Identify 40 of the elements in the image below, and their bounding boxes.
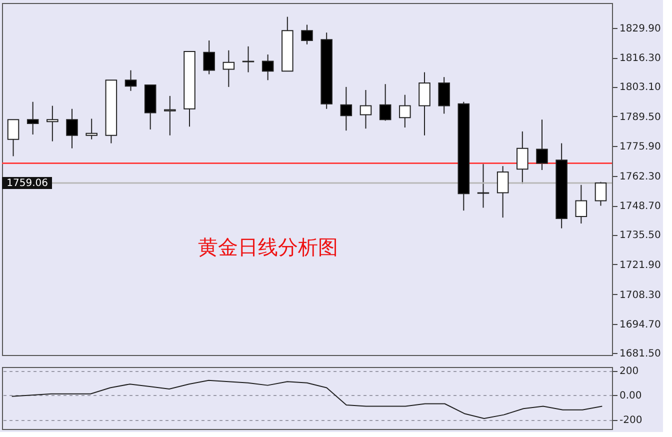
candlestick bbox=[7, 119, 20, 157]
candlestick bbox=[26, 101, 39, 136]
y-tick-label: 1775.90 bbox=[620, 142, 661, 153]
candlestick bbox=[46, 105, 58, 142]
y-tick-label: -200 bbox=[620, 415, 642, 426]
candlestick bbox=[222, 50, 235, 88]
ref-line-label: 1759.06 bbox=[6, 178, 48, 190]
candlestick bbox=[438, 76, 450, 114]
candlestick bbox=[340, 86, 352, 132]
candlestick bbox=[379, 84, 392, 122]
y-tick-label: 1803.10 bbox=[620, 82, 661, 94]
y-tick-label: 200 bbox=[620, 366, 639, 378]
y-tick-label: 1721.90 bbox=[620, 260, 661, 271]
line-series bbox=[11, 380, 603, 419]
candlestick bbox=[360, 90, 372, 130]
candlestick bbox=[86, 118, 98, 140]
candlestick bbox=[262, 54, 274, 81]
y-tick-label: 1681.50 bbox=[620, 348, 661, 360]
y-tick-label: 1789.50 bbox=[620, 112, 661, 123]
candlestick bbox=[418, 72, 430, 136]
y-tick-label: 0.00 bbox=[620, 390, 642, 402]
y-tick-label: 1735.50 bbox=[620, 230, 661, 242]
candlestick bbox=[399, 94, 411, 128]
candlestick bbox=[301, 24, 313, 45]
candlestick bbox=[594, 181, 607, 206]
candlestick bbox=[575, 184, 588, 224]
y-tick-label: 1694.70 bbox=[620, 320, 661, 331]
candlestick bbox=[66, 108, 78, 149]
y-tick-label: 1762.30 bbox=[620, 171, 661, 182]
y-tick-label: 1816.30 bbox=[620, 53, 661, 64]
candlestick bbox=[516, 130, 528, 184]
candlestick bbox=[124, 70, 137, 92]
y-tick-label: 1829.90 bbox=[620, 23, 661, 34]
y-tick-label: 1708.30 bbox=[620, 290, 661, 301]
y-tick-label: 1748.70 bbox=[620, 201, 661, 212]
candlestick bbox=[536, 119, 548, 171]
annotation: 黄金日线分析图 bbox=[198, 235, 338, 259]
candlestick bbox=[496, 166, 509, 218]
candlestick bbox=[164, 95, 176, 136]
candlestick bbox=[203, 40, 215, 75]
